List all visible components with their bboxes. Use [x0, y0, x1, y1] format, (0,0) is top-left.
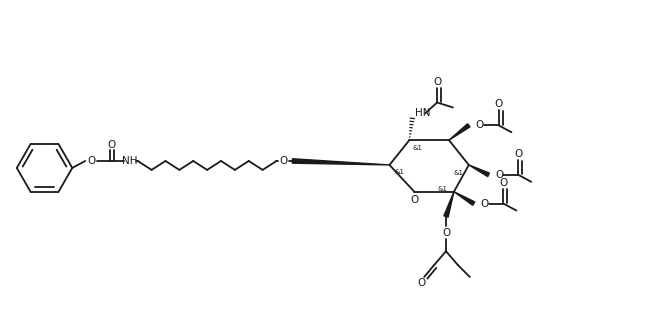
- Text: &1: &1: [454, 170, 464, 176]
- Polygon shape: [444, 192, 454, 217]
- Polygon shape: [469, 165, 490, 177]
- Text: &1: &1: [412, 145, 422, 151]
- Text: O: O: [279, 156, 288, 166]
- Text: &1: &1: [394, 169, 404, 175]
- Text: &1: &1: [437, 186, 447, 192]
- Text: O: O: [494, 100, 503, 109]
- Text: O: O: [476, 120, 484, 130]
- Text: O: O: [496, 170, 503, 180]
- Text: NH: NH: [122, 156, 138, 166]
- Text: O: O: [442, 228, 450, 238]
- Polygon shape: [449, 124, 470, 140]
- Text: O: O: [500, 178, 507, 188]
- Text: O: O: [108, 140, 116, 150]
- Text: O: O: [514, 149, 523, 159]
- Text: HN: HN: [416, 108, 431, 118]
- Text: O: O: [417, 278, 426, 288]
- Polygon shape: [454, 192, 475, 205]
- Text: O: O: [87, 156, 95, 166]
- Text: O: O: [410, 195, 418, 205]
- Text: O: O: [433, 77, 441, 87]
- Text: O: O: [481, 199, 489, 209]
- Polygon shape: [292, 159, 390, 165]
